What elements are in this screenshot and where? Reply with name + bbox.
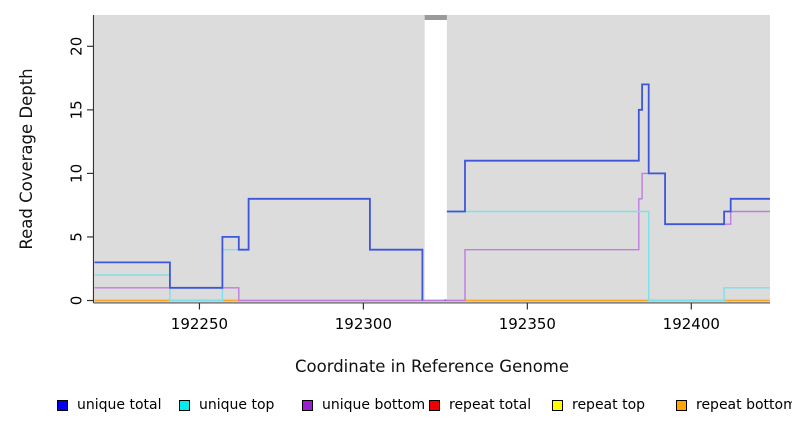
y-axis-title: Read Coverage Depth xyxy=(17,68,36,249)
legend-item-repeat-bottom: repeat bottom xyxy=(676,395,792,415)
x-axis-ticks: 192250 192300 192350 192400 xyxy=(171,303,720,333)
legend-item-unique-top: unique top xyxy=(179,395,274,415)
x-tick-label: 192250 xyxy=(171,315,228,333)
repeat-top-swatch-icon xyxy=(552,399,563,411)
repeat-total-swatch-icon xyxy=(429,399,440,411)
axes: 192250 192300 192350 192400 0 5 10 15 20 xyxy=(68,15,770,333)
legend-item-repeat-top: repeat top xyxy=(552,395,645,415)
unique-top-swatch-icon xyxy=(179,399,190,411)
no-data-band xyxy=(424,20,447,300)
legend-label: repeat bottom xyxy=(696,397,792,413)
y-tick-label: 20 xyxy=(68,37,86,56)
legend-item-unique-total: unique total xyxy=(57,395,161,415)
x-axis-title: Coordinate in Reference Genome xyxy=(295,357,569,376)
y-tick-label: 15 xyxy=(68,100,86,119)
y-tick-label: 10 xyxy=(68,164,86,183)
unique-total-swatch-icon xyxy=(57,399,68,411)
x-tick-label: 192350 xyxy=(499,315,556,333)
legend-label: repeat top xyxy=(572,397,646,413)
repeat-bottom-swatch-icon xyxy=(676,399,687,411)
x-tick-label: 192300 xyxy=(335,315,392,333)
legend-label: unique top xyxy=(199,397,275,413)
legend-label: unique total xyxy=(77,397,162,413)
legend-item-unique-bottom: unique bottom xyxy=(302,395,425,415)
y-axis-ticks: 0 5 10 15 20 xyxy=(68,37,94,306)
no-data-gap xyxy=(424,15,447,300)
legend-item-repeat-total: repeat total xyxy=(429,395,531,415)
legend-label: unique bottom xyxy=(322,397,426,413)
unique-bottom-swatch-icon xyxy=(302,399,313,411)
series-lines xyxy=(94,83,770,302)
no-data-band-cap xyxy=(424,15,447,20)
y-tick-label: 5 xyxy=(68,232,86,242)
legend-label: repeat total xyxy=(449,397,532,413)
series-line-unique-total xyxy=(94,83,770,301)
x-tick-label: 192400 xyxy=(663,315,720,333)
y-tick-label: 0 xyxy=(68,296,86,306)
legend: unique total unique top unique bottom re… xyxy=(0,395,792,419)
